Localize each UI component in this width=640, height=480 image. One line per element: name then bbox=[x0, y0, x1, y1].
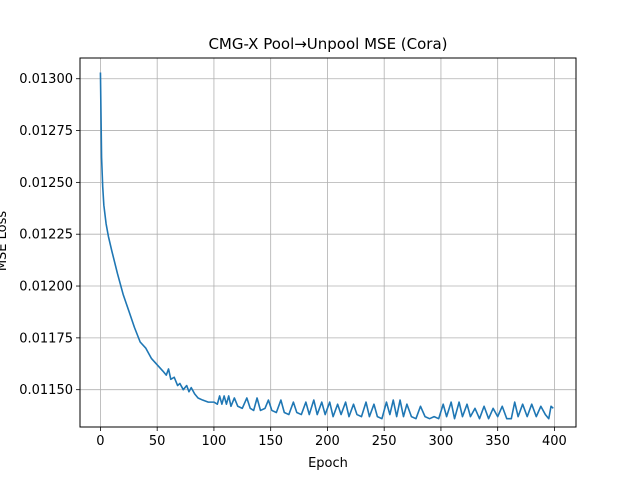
y-tick-label: 0.01300 bbox=[19, 72, 73, 87]
x-tick-label: 250 bbox=[372, 434, 397, 449]
x-tick-label: 150 bbox=[258, 434, 283, 449]
chart-title: CMG-X Pool→Unpool MSE (Cora) bbox=[208, 35, 447, 53]
x-tick-label: 350 bbox=[485, 434, 510, 449]
series-layer bbox=[99, 72, 554, 420]
grid-lines bbox=[80, 58, 576, 427]
x-tick-label: 200 bbox=[315, 434, 340, 449]
x-axis-label: Epoch bbox=[308, 456, 348, 471]
y-tick-label: 0.01275 bbox=[19, 124, 73, 139]
y-axis-label: MSE Loss bbox=[0, 211, 10, 272]
x-tick-label: 100 bbox=[202, 434, 227, 449]
y-tick-label: 0.01200 bbox=[19, 280, 73, 295]
y-tick-label: 0.01175 bbox=[19, 331, 73, 346]
x-tick-label: 50 bbox=[149, 434, 166, 449]
y-tick-label: 0.01150 bbox=[19, 383, 73, 398]
y-tick-label: 0.01250 bbox=[19, 176, 73, 191]
x-axis-ticks: 0 50 100 150 200 250 300 350 400 bbox=[96, 427, 567, 449]
plot-frame bbox=[79, 57, 577, 428]
y-tick-label: 0.01225 bbox=[19, 228, 73, 243]
loss-series-line bbox=[99, 72, 554, 420]
x-tick-label: 0 bbox=[96, 434, 104, 449]
x-tick-label: 400 bbox=[542, 434, 567, 449]
x-tick-label: 300 bbox=[429, 434, 454, 449]
y-axis-ticks: 0.01150 0.01175 0.01200 0.01225 0.01250 0.012… bbox=[19, 72, 80, 398]
